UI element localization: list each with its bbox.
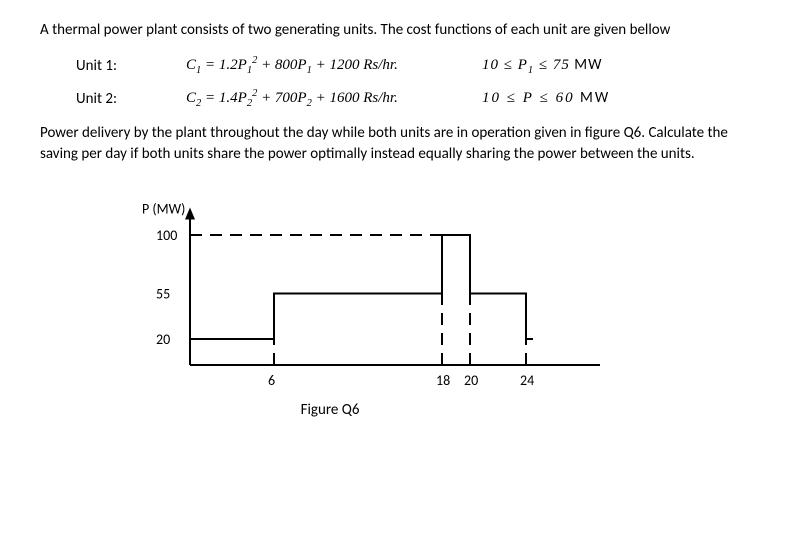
unit-equation: C1 = 1.2P12 + 800P1 + 1200 Rs/hr. [186,55,476,76]
unit-row: Unit 2: C2 = 1.4P22 + 700P2 + 1600 Rs/hr… [76,88,762,109]
unit-label: Unit 1: [76,57,186,75]
unit-range: 10 ≤ P1 ≤ 75 MW [482,56,602,76]
intro-text: A thermal power plant consists of two ge… [40,20,762,41]
svg-text:100: 100 [156,227,177,244]
svg-text:20: 20 [464,372,478,389]
unit-equation: C2 = 1.4P22 + 700P2 + 1600 Rs/hr. [186,88,476,109]
figure-caption: Figure Q6 [120,401,540,419]
unit-range: 10 ≤ P ≤ 60 MW [482,89,610,109]
figure-wrap: P (MW)t (hrs)10055206182024 Figure Q6 [120,195,762,419]
question-prompt: Power delivery by the plant throughout t… [40,123,762,165]
svg-text:6: 6 [268,372,275,389]
svg-text:24: 24 [520,372,534,389]
svg-text:55: 55 [156,286,170,303]
svg-text:20: 20 [156,331,170,348]
unit-row: Unit 1: C1 = 1.2P12 + 800P1 + 1200 Rs/hr… [76,55,762,76]
load-profile-chart: P (MW)t (hrs)10055206182024 [120,195,600,395]
unit-definitions: Unit 1: C1 = 1.2P12 + 800P1 + 1200 Rs/hr… [76,55,762,109]
svg-text:18: 18 [436,372,450,389]
svg-text:P (MW): P (MW) [142,201,185,218]
unit-label: Unit 2: [76,90,186,108]
